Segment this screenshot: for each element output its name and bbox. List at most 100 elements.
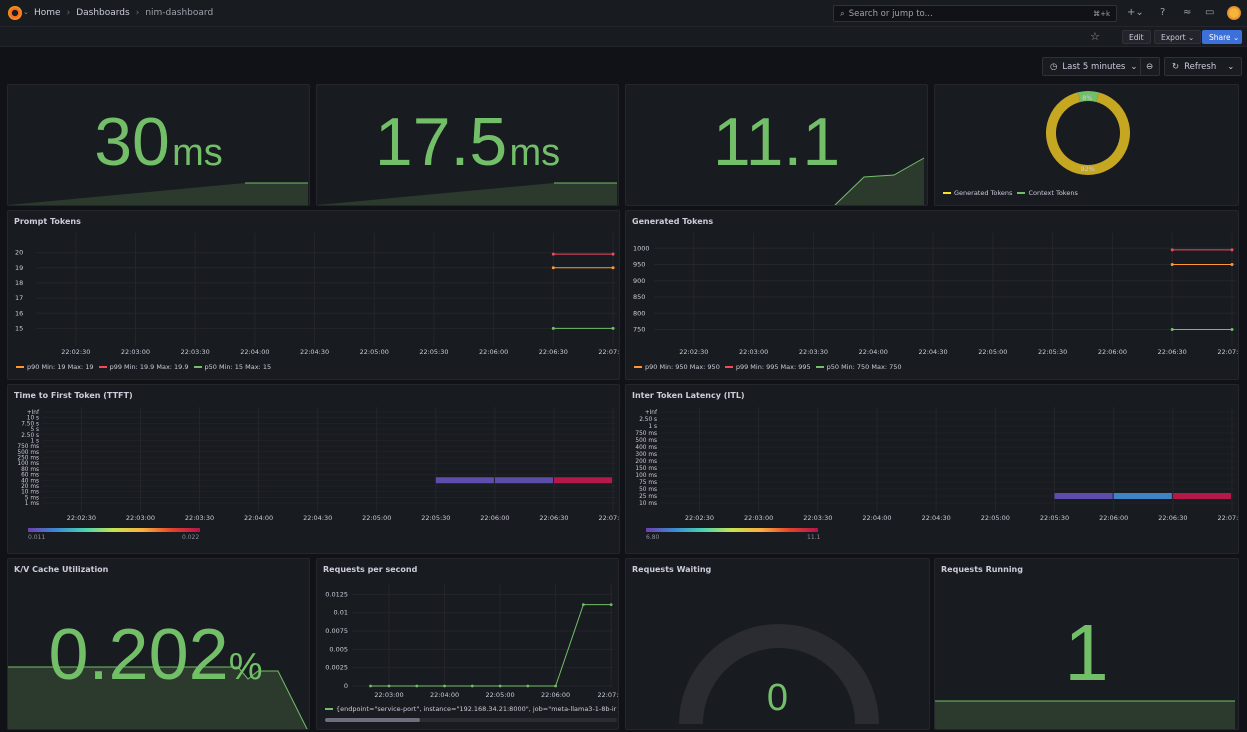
monitor-icon[interactable]: ▭ [1205,7,1215,18]
legend-item[interactable]: p99 Min: 995 Max: 995 [724,363,811,371]
rps-chart: 0.0125 0.01 0.0075 0.005 0.0025 0 22:03:00 22:0… [325,583,618,699]
chart-legend: p90 Min: 19 Max: 19 p99 Min: 19.9 Max: 1… [16,363,271,371]
search-input[interactable]: ⌕ Search or jump to... ⌘+k [833,5,1117,22]
stat-value: 1 [935,607,1238,699]
x-tick-label: 22:04:30 [918,348,947,356]
stat-panel-1[interactable]: 30 ms [7,84,310,206]
scrollbar-thumb[interactable] [325,718,420,722]
generated-tokens-panel[interactable]: Generated Tokens 1000 950 900 850 800 750 22:0… [625,210,1239,380]
stat-panel-3[interactable]: 11.1 [625,84,928,206]
x-tick-label: 22:02:30 [61,348,90,356]
legend-item[interactable]: Context Tokens [1017,189,1078,197]
search-icon: ⌕ [840,8,845,19]
stat-number: 0 [766,677,789,719]
zoom-out-icon: ⊖ [1146,61,1154,72]
zoom-out-button[interactable]: ⊖ [1140,57,1160,76]
grafana-logo-icon[interactable] [8,6,22,20]
panel-title: Inter Token Latency (ITL) [632,391,745,400]
y-tick-label: 500 ms [17,450,39,456]
avatar[interactable] [1227,6,1241,20]
x-tick-label: 22:05:30 [419,348,448,356]
data-point [526,684,530,688]
legend-label: p99 Min: 19.9 Max: 19.9 [109,363,189,371]
breadcrumb-home[interactable]: Home [34,8,61,18]
requests-running-panel[interactable]: Requests Running 1 [934,558,1239,730]
x-tick-label: 22:03:30 [185,514,214,522]
x-tick-label: 22:03:00 [121,348,150,356]
x-tick-label: 22:05:00 [360,348,389,356]
y-tick-label: 100 ms [635,473,657,479]
stat-number: 30 [94,104,170,180]
legend-item[interactable]: p99 Min: 19.9 Max: 19.9 [98,363,189,371]
donut-panel[interactable]: 8% 92% Generated Tokens Context Tokens [934,84,1239,206]
y-tick-label: 150 ms [635,466,657,472]
donut-slice [1077,91,1099,103]
legend-item[interactable]: p50 Min: 750 Max: 750 [815,363,901,371]
x-tick-label: 22:05:30 [1040,514,1069,522]
data-point [551,266,555,270]
legend-item[interactable]: p90 Min: 950 Max: 950 [634,363,720,371]
y-tick-label: 40 ms [21,478,39,484]
x-tick-label: 22:06:30 [539,514,568,522]
help-icon[interactable]: ? [1160,7,1166,18]
chevron-down-icon[interactable]: ⌄ [23,8,29,16]
star-icon[interactable]: ☆ [1090,30,1100,43]
export-button[interactable]: Export ⌄ [1154,30,1202,44]
x-tick-label: 22:04:00 [859,348,888,356]
y-tick-label: 15 [15,324,23,332]
y-tick-label: 18 [15,279,23,287]
y-tick-label: 50 ms [639,487,657,493]
breadcrumb-separator: › [135,8,140,18]
data-point [1170,248,1174,252]
y-tick-label: 950 [633,261,645,269]
legend-item[interactable]: Generated Tokens [943,189,1012,197]
breadcrumb-dashboards[interactable]: Dashboards [76,8,130,18]
rps-panel[interactable]: Requests per second 0.0125 0.01 0.0075 0.00… [316,558,619,730]
x-tick-label: 22:06:00 [1098,348,1127,356]
kv-cache-panel[interactable]: K/V Cache Utilization 0.202% [7,558,310,730]
y-tick-label: 20 [15,249,23,257]
rss-icon[interactable]: ≈ [1183,7,1192,18]
requests-waiting-panel[interactable]: Requests Waiting 0 [625,558,930,730]
y-tick-label: 75 ms [639,480,657,486]
refresh-button[interactable]: ↻ Refresh ⌄ [1164,57,1243,76]
stat-unit: ms [172,132,223,174]
data-point [443,684,446,688]
horizontal-scrollbar[interactable] [325,718,617,722]
x-tick-label: 22:03:00 [374,691,403,699]
legend-item[interactable]: p50 Min: 15 Max: 15 [193,363,271,371]
legend-item[interactable]: p90 Min: 19 Max: 19 [16,363,94,371]
y-tick-label: 250 ms [17,456,39,462]
panel-title: Prompt Tokens [14,217,81,226]
y-tick-label: 5 ms [25,495,39,501]
stat-unit: ms [509,132,561,174]
y-tick-label: 10 ms [639,501,657,507]
data-point [1230,248,1234,252]
stat-number: 1 [1064,608,1109,697]
ttft-panel[interactable]: Time to First Token (TTFT) +Inf 10 s 7.50 … [7,384,620,554]
donut-legend: Generated Tokens Context Tokens [943,189,1078,197]
stat-panel-2[interactable]: 17.5 ms [316,84,619,206]
y-tick-label: 2.50 s [21,433,39,439]
add-icon[interactable]: +⌄ [1127,7,1144,18]
y-tick-label: +Inf [27,410,40,416]
prompt-tokens-panel[interactable]: Prompt Tokens 20 19 18 17 16 15 22:02:30 22:03:… [7,210,620,380]
data-point [611,266,615,270]
generated-tokens-chart: 1000 950 900 850 800 750 22:02:30 22:03:00 22:03… [633,233,1238,356]
x-tick-label: 22:04:30 [300,348,329,356]
time-range-picker[interactable]: ◷ Last 5 minutes ⌄ [1042,57,1146,76]
gauge-value: 0 [626,677,929,720]
share-dropdown-button[interactable]: ⌄ [1230,30,1242,44]
legend-item[interactable]: {endpoint="service-port", instance="192.… [325,705,616,713]
search-shortcut: ⌘+k [1093,9,1110,18]
x-tick-label: 22:04:00 [430,691,459,699]
y-tick-label: 1000 [633,244,650,252]
x-tick-label: 22:07:00 [598,348,620,356]
y-tick-label: 900 [633,277,645,285]
y-tick-label: 750 ms [17,444,39,450]
y-tick-label: 17 [15,294,23,302]
x-tick-label: 22:07:00 [598,514,620,522]
edit-button[interactable]: Edit [1122,30,1151,44]
x-tick-label: 22:05:30 [421,514,450,522]
